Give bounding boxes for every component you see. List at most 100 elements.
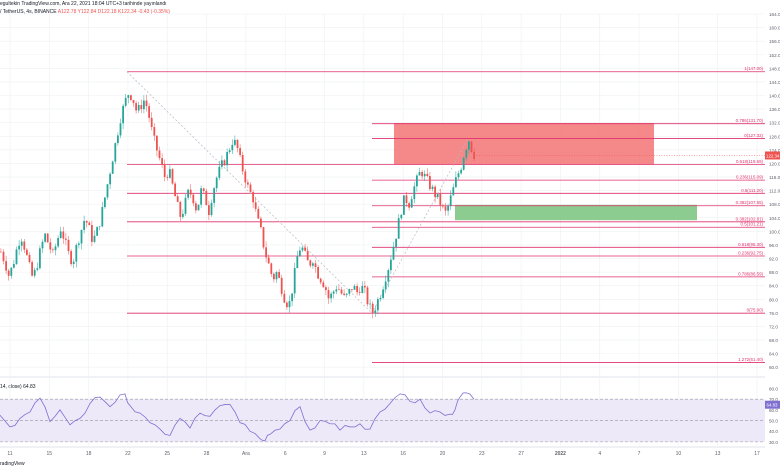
resistance-zone[interactable] — [394, 123, 654, 165]
candle-body — [314, 263, 317, 268]
fib-level-label: 0.5(101.21) — [741, 222, 764, 227]
candle-body — [236, 139, 239, 149]
fib-level-label: 0.382(107.55) — [736, 200, 764, 205]
x-tick-label: 18 — [86, 451, 92, 457]
candle-body — [288, 301, 291, 308]
candle-body — [327, 290, 330, 299]
rsi-line — [0, 392, 475, 442]
candle-body — [423, 173, 426, 177]
candle-body — [49, 242, 52, 250]
rsi-value-label: 64.83 — [767, 403, 779, 408]
candle-body — [387, 270, 390, 282]
candle-body — [109, 173, 111, 185]
candle-body — [117, 135, 119, 144]
candle-body — [400, 214, 403, 219]
candle-body — [98, 226, 101, 228]
candle-body — [96, 227, 98, 236]
candle-body — [119, 123, 122, 136]
candle-body — [353, 285, 356, 290]
candle-body — [332, 291, 335, 294]
candle-body — [335, 289, 338, 292]
candle-body — [7, 270, 10, 276]
candle-body — [244, 171, 247, 183]
ohlc-values: A122.78 Y122.84 D122.18 K122.34 -0.43 (-… — [57, 9, 170, 15]
candle-body — [338, 289, 340, 290]
candle-body — [278, 272, 280, 278]
candle-body — [161, 158, 163, 165]
x-tick-label: 27 — [518, 451, 524, 457]
candle-body — [299, 250, 301, 257]
candle-body — [130, 95, 132, 101]
rsi-y-tick-label: 80.0 — [769, 387, 778, 392]
candle-body — [270, 263, 273, 274]
candle-body — [176, 196, 179, 202]
candle-body — [468, 141, 470, 150]
candle-body — [273, 273, 275, 280]
candle-body — [228, 150, 231, 153]
candle-body — [304, 247, 306, 251]
support-zone[interactable] — [455, 204, 697, 221]
candle-body — [189, 189, 192, 195]
candle-body — [231, 144, 234, 151]
fib-trendline[interactable] — [371, 138, 469, 314]
candle-body — [436, 193, 439, 198]
candle-body — [345, 293, 348, 295]
candle-body — [283, 293, 286, 303]
candle-body — [197, 204, 200, 211]
candle-body — [257, 208, 260, 219]
candle-body — [343, 293, 345, 295]
x-tick-label: 28 — [204, 451, 210, 457]
candle-body — [249, 184, 252, 193]
candle-body — [254, 202, 257, 209]
candle-body — [143, 100, 145, 110]
candle-body — [434, 186, 436, 198]
candle-body — [470, 141, 473, 153]
fib-trendline[interactable] — [126, 71, 373, 314]
candle-body — [210, 202, 213, 216]
x-tick-label: 11 — [7, 451, 12, 457]
candle-body — [187, 189, 189, 198]
candle-body — [322, 282, 325, 288]
candle-body — [351, 289, 353, 290]
candle-body — [221, 160, 223, 167]
y-tick-label: 128.0 — [769, 134, 780, 139]
candle-body — [179, 201, 182, 217]
candle-body — [405, 195, 408, 204]
candle-body — [148, 106, 150, 118]
candle-body — [85, 220, 88, 223]
y-tick-label: 112.0 — [769, 189, 780, 194]
candle-body — [247, 182, 249, 185]
candle-body — [62, 231, 65, 239]
y-tick-label: 88.0 — [769, 270, 778, 275]
y-tick-label: 164.0 — [769, 12, 780, 17]
candle-body — [0, 251, 2, 253]
candle-body — [106, 184, 109, 198]
candle-body — [280, 277, 283, 294]
y-tick-label: 76.0 — [769, 311, 778, 316]
candle-body — [101, 207, 104, 227]
candle-body — [309, 260, 312, 266]
y-tick-label: 72.0 — [769, 324, 778, 329]
candle-body — [57, 238, 59, 247]
candle-body — [369, 303, 371, 305]
candle-body — [23, 241, 26, 250]
candle-body — [317, 267, 319, 279]
fib-level-label: 0.236(115.09) — [736, 175, 764, 180]
x-tick-label: 13 — [715, 451, 721, 457]
y-tick-label: 120.0 — [769, 161, 780, 166]
candle-body — [93, 235, 96, 242]
candle-body — [78, 243, 80, 245]
candle-body — [226, 152, 228, 166]
x-tick-label: 25 — [164, 451, 170, 457]
rsi-header: 14, close) 64.83 — [0, 384, 36, 390]
candle-body — [319, 278, 322, 283]
candle-body — [457, 173, 460, 178]
candle-body — [291, 293, 293, 302]
candle-body — [52, 249, 54, 251]
candle-body — [28, 254, 31, 263]
candle-body — [382, 289, 384, 298]
candle-body — [182, 213, 184, 217]
candle-body — [429, 176, 431, 190]
y-tick-label: 80.0 — [769, 297, 778, 302]
